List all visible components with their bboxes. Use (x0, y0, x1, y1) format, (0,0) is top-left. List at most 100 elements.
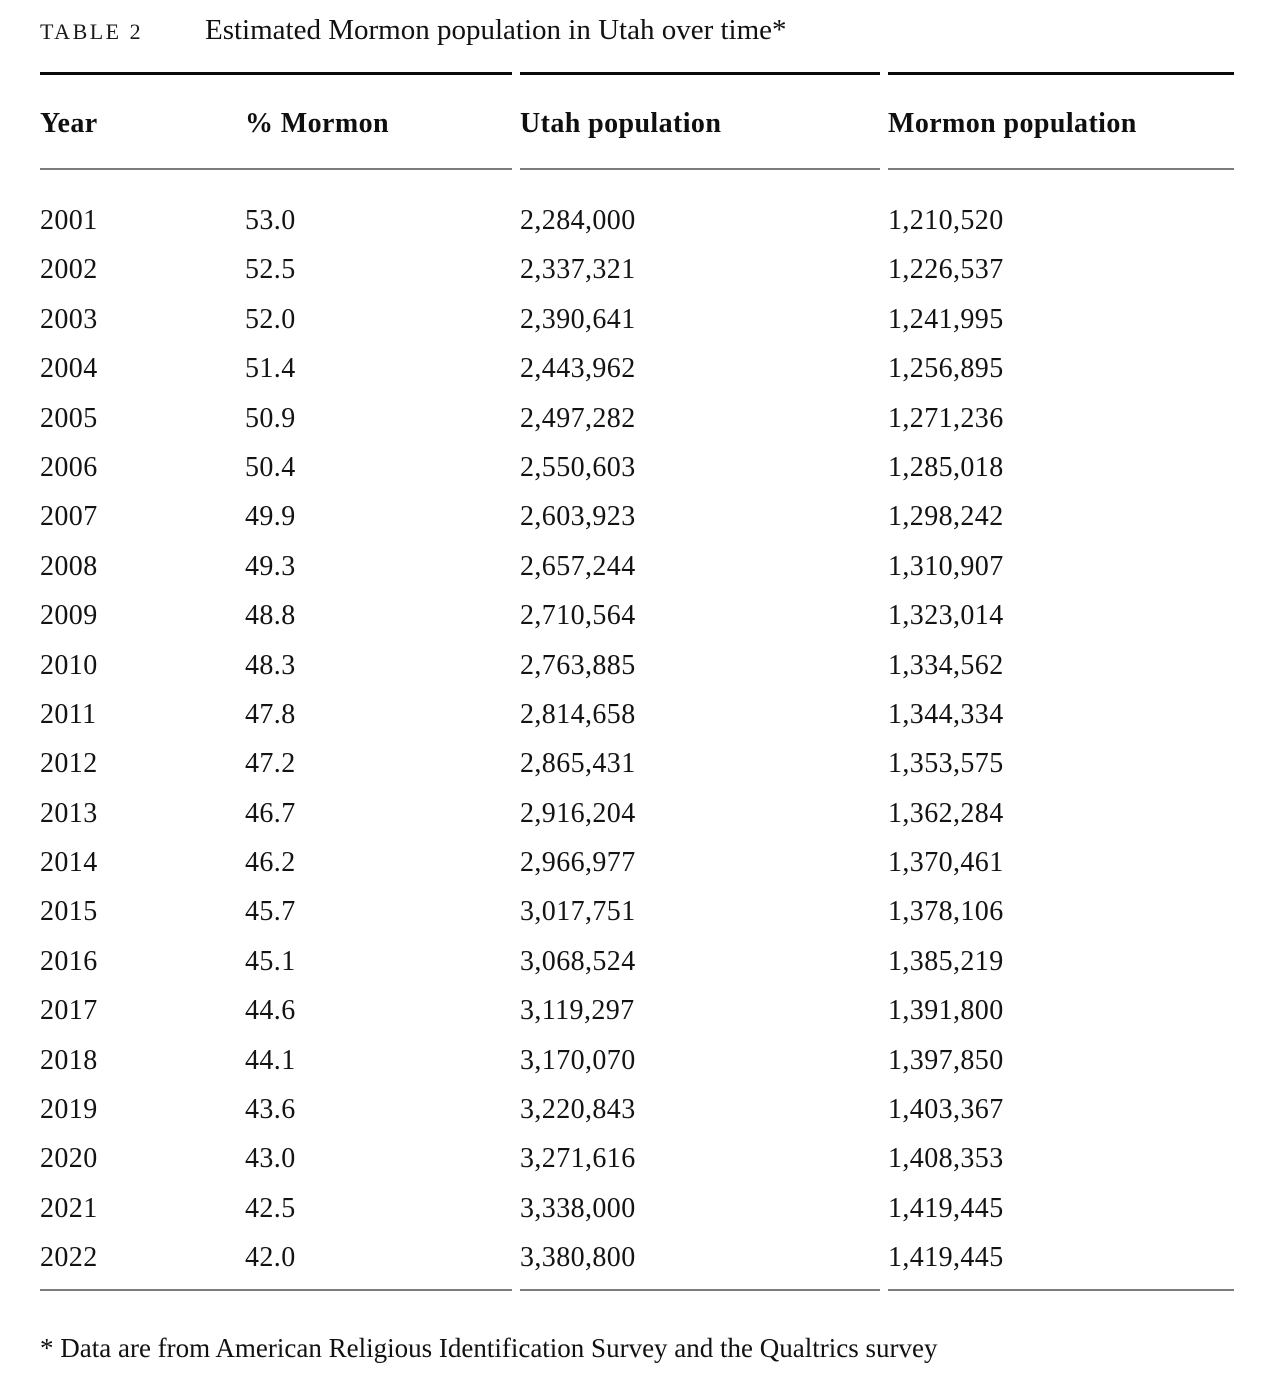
table-cell: 3,271,616 (520, 1143, 636, 1175)
table-cell: 1,391,800 (888, 995, 1004, 1027)
table-cell: 42.0 (245, 1242, 296, 1274)
table-cell: 2011 (40, 698, 97, 730)
table-cell: 1,353,575 (888, 748, 1004, 780)
table-row: 2018 44.1 3,170,070 1,397,850 (40, 1036, 1234, 1085)
table-cell: 2006 (40, 451, 98, 483)
table-row: 2006 50.4 2,550,603 1,285,018 (40, 443, 1234, 492)
table-row: 2001 53.0 2,284,000 1,210,520 (40, 196, 1234, 245)
table-row: 2010 48.3 2,763,885 1,334,562 (40, 641, 1234, 690)
bottom-rule (40, 1288, 1234, 1291)
table-body: 2001 53.0 2,284,000 1,210,520 2002 52.5 2,337,… (40, 170, 1234, 1289)
table-row: 2003 52.0 2,390,641 1,241,995 (40, 295, 1234, 344)
table-row: 2008 49.3 2,657,244 1,310,907 (40, 542, 1234, 591)
table-cell: 1,362,284 (888, 797, 1004, 829)
table-row: 2004 51.4 2,443,962 1,256,895 (40, 344, 1234, 393)
table-cell: 2007 (40, 501, 98, 533)
table-cell: 2016 (40, 945, 98, 977)
table-cell: 2010 (40, 649, 98, 681)
table-cell: 1,285,018 (888, 451, 1004, 483)
table-cell: 2009 (40, 600, 98, 632)
table-cell: 43.6 (245, 1094, 296, 1126)
table-cell: 1,310,907 (888, 550, 1004, 582)
rule-segment (40, 72, 512, 75)
table-cell: 2,550,603 (520, 451, 636, 483)
table-cell: 1,241,995 (888, 303, 1004, 335)
table-cell: 1,419,445 (888, 1242, 1004, 1274)
table-cell: 2001 (40, 205, 98, 236)
table-cell: 1,271,236 (888, 402, 1004, 434)
table-cell: 51.4 (245, 353, 296, 385)
table-cell: 52.5 (245, 254, 296, 286)
table-cell: 52.0 (245, 303, 296, 335)
table-cell: 2,966,977 (520, 847, 636, 879)
table-cell: 48.3 (245, 649, 296, 681)
table-cell: 3,068,524 (520, 945, 636, 977)
table-cell: 1,334,562 (888, 649, 1004, 681)
table-cell: 2022 (40, 1242, 98, 1274)
table-cell: 45.7 (245, 896, 296, 928)
table-cell: 44.6 (245, 995, 296, 1027)
table-cell: 44.1 (245, 1044, 296, 1076)
table-cell: 2018 (40, 1044, 98, 1076)
table-cell: 2021 (40, 1192, 98, 1224)
rule-segment (888, 168, 1234, 170)
table-cell: 50.9 (245, 402, 296, 434)
table-cell: 2017 (40, 995, 98, 1027)
table-cell: 1,419,445 (888, 1192, 1004, 1224)
table-cell: 3,380,800 (520, 1242, 636, 1274)
table-row: 2005 50.9 2,497,282 1,271,236 (40, 394, 1234, 443)
table-row: 2009 48.8 2,710,564 1,323,014 (40, 591, 1234, 640)
rule-segment (40, 168, 512, 170)
table-cell: 3,017,751 (520, 896, 636, 928)
table-cell: 42.5 (245, 1192, 296, 1224)
column-header-pct-mormon: % Mormon (245, 108, 389, 139)
table-cell: 2008 (40, 550, 98, 582)
table-row: 2014 46.2 2,966,977 1,370,461 (40, 838, 1234, 887)
table-cell: 2,916,204 (520, 797, 636, 829)
table-cell: 3,338,000 (520, 1192, 636, 1224)
rule-segment (888, 1288, 1234, 1291)
table-cell: 3,220,843 (520, 1094, 636, 1126)
table-cell: 2003 (40, 303, 98, 335)
table-cell: 2,390,641 (520, 303, 636, 335)
table-cell: 45.1 (245, 945, 296, 977)
table-cell: 2,710,564 (520, 600, 636, 632)
table-cell: 43.0 (245, 1143, 296, 1175)
table-cell: 1,370,461 (888, 847, 1004, 879)
table-row: 2013 46.7 2,916,204 1,362,284 (40, 789, 1234, 838)
table-cell: 48.8 (245, 600, 296, 632)
table-cell: 2,497,282 (520, 402, 636, 434)
table-cell: 2,337,321 (520, 254, 636, 286)
table-cell: 1,378,106 (888, 896, 1004, 928)
table-row: 2002 52.5 2,337,321 1,226,537 (40, 245, 1234, 294)
table-row: 2016 45.1 3,068,524 1,385,219 (40, 937, 1234, 986)
table-cell: 2013 (40, 797, 98, 829)
table-footnote: * Data are from American Religious Ident… (40, 1332, 938, 1363)
table-row: 2021 42.5 3,338,000 1,419,445 (40, 1184, 1234, 1233)
table-cell: 2,763,885 (520, 649, 636, 681)
table-header-row: Year % Mormon Utah population Mormon pop… (40, 75, 1234, 168)
column-header-mormon-population: Mormon population (888, 108, 1137, 139)
table-cell: 2015 (40, 896, 98, 928)
table-cell: 2019 (40, 1094, 98, 1126)
table-row: 2017 44.6 3,119,297 1,391,800 (40, 986, 1234, 1035)
table-cell: 3,119,297 (520, 995, 635, 1027)
table-cell: 2,443,962 (520, 353, 636, 385)
table-caption: TABLE 2 Estimated Mormon population in U… (40, 14, 1234, 58)
table-cell: 2,603,923 (520, 501, 636, 533)
table-row: 2012 47.2 2,865,431 1,353,575 (40, 739, 1234, 788)
table-cell: 1,298,242 (888, 501, 1004, 533)
table-cell: 47.8 (245, 698, 296, 730)
table-cell: 2,865,431 (520, 748, 636, 780)
table-row: 2020 43.0 3,271,616 1,408,353 (40, 1134, 1234, 1183)
table-cell: 2012 (40, 748, 98, 780)
rule-segment (520, 72, 880, 75)
table-cell: 3,170,070 (520, 1044, 636, 1076)
table-cell: 2020 (40, 1143, 98, 1175)
column-header-year: Year (40, 108, 98, 139)
table-row: 2011 47.8 2,814,658 1,344,334 (40, 690, 1234, 739)
table-cell: 46.2 (245, 847, 296, 879)
rule-segment (520, 1288, 880, 1291)
table-cell: 1,210,520 (888, 205, 1004, 236)
